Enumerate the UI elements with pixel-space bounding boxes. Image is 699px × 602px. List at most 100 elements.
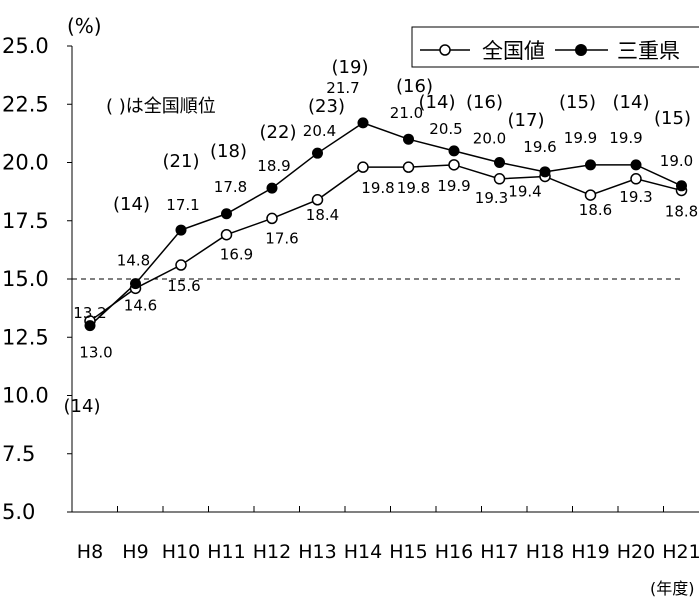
national-point [493, 173, 506, 185]
rank-label: (22) [260, 122, 297, 143]
mie-value-label: 21.0 [390, 104, 423, 122]
rank-label: (15) [654, 108, 691, 129]
national-value-label: 18.8 [665, 202, 698, 220]
x-tick-label: H13 [298, 541, 336, 563]
legend-marker-national [439, 44, 451, 56]
y-tick-label: 15.0 [2, 267, 49, 291]
rank-label: (14) [113, 194, 150, 215]
y-tick-label: 10.0 [2, 384, 49, 408]
data-labels: 13.2 14.6 15.6 16.9 17.6 18.4 19.8 19.8 19.9 19.3… [73, 79, 698, 362]
mie-value-label: 13.0 [79, 344, 112, 362]
y-tick-label: 7.5 [2, 442, 35, 466]
legend-label-national: 全国値 [482, 39, 545, 63]
mie-point [130, 278, 141, 290]
national-value-label: 19.3 [619, 188, 652, 206]
national-point [175, 259, 187, 271]
mie-value-label: 20.0 [473, 130, 506, 148]
x-tick-label: H14 [344, 541, 382, 563]
mie-value-label: 19.9 [564, 129, 597, 147]
y-ticks: 25.0 22.5 20.0 17.5 15.0 12.5 10.0 7.5 5.0 [2, 34, 72, 524]
national-point [402, 161, 415, 173]
rank-label: (19) [332, 57, 369, 78]
national-point [448, 159, 460, 171]
legend-box [411, 26, 699, 68]
mie-point [266, 182, 278, 194]
national-value-label: 17.6 [265, 229, 298, 247]
rank-label: (21) [163, 151, 200, 172]
mie-point [585, 159, 596, 171]
mie-value-label: 17.1 [166, 196, 199, 214]
x-tick-label: H9 [122, 541, 148, 563]
x-tick-label: H12 [253, 541, 291, 563]
mie-value-label: 19.6 [523, 138, 556, 156]
rank-label: (16) [396, 76, 433, 97]
mie-point [84, 320, 96, 332]
y-tick-label: 5.0 [2, 500, 35, 524]
national-value-label: 19.9 [437, 177, 470, 195]
mie-value-label: 21.7 [326, 79, 359, 97]
x-ticks: H8 H9 H10 H11 H12 H13 H14 H15 H16 H17 H18 H19 H20 H21 [71, 506, 699, 563]
rank-label: (18) [210, 141, 247, 162]
mie-line [89, 122, 682, 327]
national-value-label: 13.2 [73, 304, 106, 322]
y-unit-label: (%) [67, 14, 102, 38]
mie-point [494, 157, 505, 168]
national-value-label: 19.3 [475, 189, 508, 207]
mie-point [221, 208, 232, 220]
national-point [630, 173, 642, 185]
rank-label: (14) [613, 92, 650, 113]
legend-marker-mie [575, 44, 587, 56]
x-tick-label: H11 [207, 541, 245, 563]
mie-point [312, 147, 323, 159]
national-value-label: 16.9 [220, 246, 253, 264]
national-value-label: 19.4 [508, 182, 541, 200]
y-tick-label: 22.5 [2, 92, 49, 116]
mie-value-label: 17.8 [214, 178, 247, 196]
national-value-label: 15.6 [167, 277, 200, 295]
national-point [357, 161, 369, 173]
y-tick-label: 25.0 [2, 34, 49, 58]
rank-label: (15) [559, 92, 596, 113]
mie-point [357, 117, 369, 129]
rank-label: (17) [508, 110, 545, 131]
rank-label: (16) [466, 92, 503, 113]
x-tick-label: H15 [389, 541, 427, 563]
legend-label-mie: 三重県 [617, 39, 680, 63]
x-tick-label: H18 [526, 541, 564, 563]
national-point [584, 189, 597, 201]
national-point [311, 194, 324, 206]
mie-value-label: 14.8 [117, 252, 150, 270]
mie-point [403, 133, 414, 145]
national-point [266, 212, 278, 225]
mie-point [630, 159, 642, 171]
national-line [89, 164, 682, 322]
series-group [84, 117, 688, 332]
rank-note: ( )は全国順位 [106, 96, 216, 117]
rank-label: (14) [64, 396, 101, 417]
x-tick-label: H17 [480, 541, 518, 563]
x-unit-label: (年度) [650, 579, 695, 598]
mie-point [539, 166, 551, 178]
rank-label: (14) [419, 92, 456, 113]
rank-label: (23) [308, 96, 345, 117]
x-tick-label: H10 [162, 541, 200, 563]
x-tick-label: H20 [617, 541, 655, 563]
x-tick-label: H16 [435, 541, 473, 563]
legend: 全国値 三重県 [411, 26, 699, 68]
y-tick-label: 20.0 [2, 151, 49, 175]
x-tick-label: H19 [571, 541, 609, 563]
rank-labels: (14)(14)(21) (18)(22)(23)(19)(16)(14) (16)… [64, 57, 691, 417]
mie-value-label: 19.9 [609, 129, 642, 147]
national-value-label: 18.6 [579, 201, 612, 219]
national-value-label: 19.8 [397, 179, 430, 197]
national-value-label: 19.8 [361, 179, 394, 197]
mie-value-label: 20.5 [429, 120, 462, 138]
mie-point [448, 145, 460, 157]
national-point [220, 228, 233, 241]
x-tick-label: H8 [77, 541, 103, 563]
national-value-label: 14.6 [124, 296, 157, 314]
mie-value-label: 18.9 [257, 157, 290, 175]
y-tick-label: 17.5 [2, 209, 49, 233]
mie-value-label: 20.4 [303, 122, 336, 140]
